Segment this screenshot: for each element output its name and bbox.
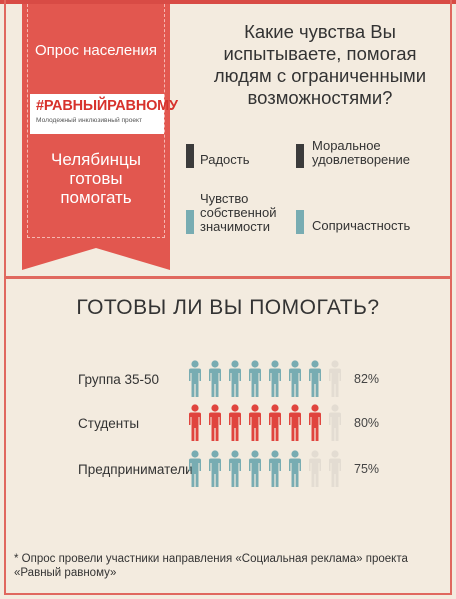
ribbon-title-line: помогать — [60, 188, 132, 207]
question-line: испытываете, помогая — [223, 43, 417, 64]
legend-line: Сопричастность — [312, 218, 411, 233]
legend-label-significance: Чувство собственной значимости — [200, 192, 276, 234]
feelings-question: Какие чувства Вы испытываете, помогая лю… — [200, 21, 440, 109]
page-frame — [4, 0, 452, 595]
people-icons-entrepreneurs — [186, 450, 346, 488]
person-icon-filled — [269, 450, 281, 487]
legend-label-moral: Моральное удовлетворение — [312, 139, 410, 167]
row-label-students: Студенты — [78, 416, 140, 431]
top-accent-bar — [0, 0, 456, 4]
people-icon-row — [189, 450, 341, 487]
people-icons-group-35-50 — [186, 360, 346, 398]
person-icon-filled — [229, 450, 241, 487]
question-line: Какие чувства Вы — [244, 21, 396, 42]
section-divider — [6, 276, 450, 279]
row-label-entrepreneurs: Предприниматели — [78, 462, 193, 477]
person-icon-filled — [209, 360, 221, 397]
person-icon-empty — [309, 450, 321, 487]
person-icon-filled — [189, 360, 201, 397]
person-icon-filled — [209, 450, 221, 487]
person-icon-filled — [209, 404, 221, 441]
person-icon-filled — [289, 360, 301, 397]
question-line: возможностями? — [247, 87, 393, 108]
header-ribbon: Опрос населения #РАВНЫЙРАВНОМУ Молодежны… — [22, 4, 178, 270]
legend-label-joy: Радость — [200, 153, 250, 167]
row-percent-group-35-50: 82% — [354, 372, 380, 386]
people-icons-students — [186, 404, 346, 442]
person-icon-filled — [229, 404, 241, 441]
legend-swatch-significance — [186, 210, 194, 234]
project-logo: #РАВНЫЙРАВНОМУ Молодежный инклюзивный пр… — [30, 94, 178, 134]
logo-subtitle: Молодежный инклюзивный проект — [36, 117, 143, 124]
legend-swatch-moral — [296, 144, 304, 168]
legend-line: Моральное — [312, 138, 381, 153]
legend-line: Радость — [200, 152, 250, 167]
logo-title: #РАВНЫЙРАВНОМУ — [36, 98, 178, 114]
footnote-line: * Опрос провели участники направления «С… — [14, 553, 408, 565]
person-icon-filled — [269, 404, 281, 441]
ribbon-title: Челябинцы готовы помогать — [22, 150, 170, 207]
person-icon-filled — [289, 404, 301, 441]
row-label-group-35-50: Группа 35-50 — [78, 372, 160, 387]
person-icon-filled — [309, 404, 321, 441]
person-icon-filled — [249, 404, 261, 441]
ribbon-notch — [22, 248, 170, 270]
ribbon-title-line: Челябинцы — [51, 150, 141, 169]
legend-line: значимости — [200, 219, 271, 234]
person-icon-filled — [289, 450, 301, 487]
person-icon-filled — [249, 450, 261, 487]
legend-line: собственной — [200, 205, 277, 220]
person-icon-filled — [229, 360, 241, 397]
people-icon-row — [189, 360, 341, 397]
person-icon-empty — [329, 404, 341, 441]
survey-label: Опрос населения — [35, 42, 157, 59]
footnote-line: «Равный равному» — [14, 567, 117, 579]
legend-swatch-joy — [186, 144, 194, 168]
person-icon-filled — [249, 360, 261, 397]
legend-line: Чувство — [200, 191, 249, 206]
section-title: ГОТОВЫ ЛИ ВЫ ПОМОГАТЬ? — [76, 296, 380, 319]
row-percent-entrepreneurs: 75% — [354, 462, 380, 476]
person-icon-empty — [329, 450, 341, 487]
legend-line: удовлетворение — [312, 152, 410, 167]
person-icon-filled — [269, 360, 281, 397]
legend-label-involvement: Сопричастность — [312, 219, 410, 233]
person-icon-empty — [329, 360, 341, 397]
people-icon-row — [189, 404, 341, 441]
question-line: людям с ограниченными — [213, 65, 427, 86]
row-percent-students: 80% — [354, 416, 380, 430]
person-icon-filled — [309, 360, 321, 397]
person-icon-filled — [189, 450, 201, 487]
person-icon-filled — [189, 404, 201, 441]
footnote: * Опрос провели участники направления «С… — [14, 552, 444, 580]
ribbon-title-line: готовы — [69, 169, 123, 188]
ribbon-stitching — [27, 4, 165, 238]
legend-swatch-involvement — [296, 210, 304, 234]
